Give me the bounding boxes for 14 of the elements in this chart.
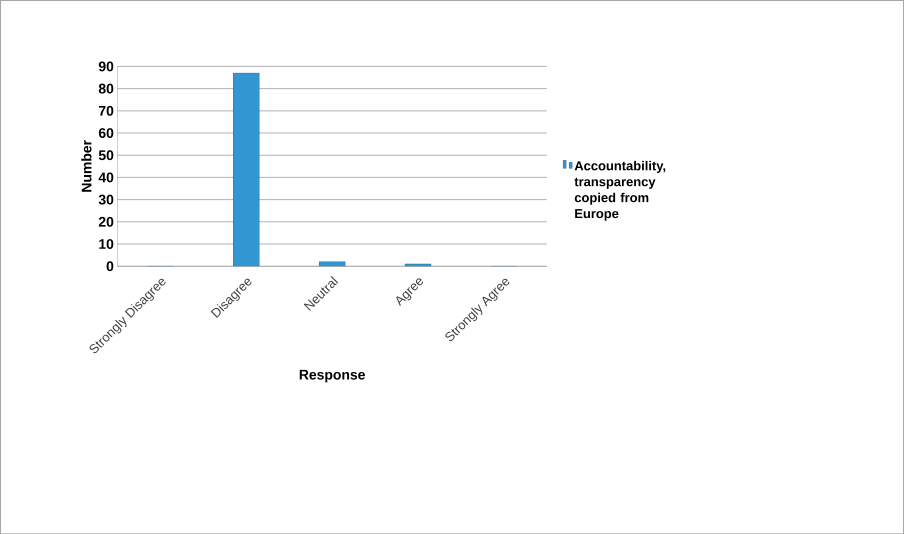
x-axis-title: Response	[300, 370, 365, 382]
legend-label: Accountability, transparency copied from Europe	[574, 160, 666, 221]
bar	[233, 72, 260, 266]
y-tick-label: 80	[98, 83, 114, 94]
y-tick-label: 90	[98, 61, 114, 72]
y-tick-label: 20	[98, 216, 114, 227]
y-tick-label: 0	[106, 261, 114, 271]
y-tick-label: 50	[98, 150, 114, 160]
y-axis-title: Number	[81, 140, 92, 192]
y-tick-label: 30	[98, 194, 114, 204]
y-tick-label: 40	[98, 172, 114, 182]
y-tick-label: 70	[98, 106, 114, 116]
y-tick-label: 60	[98, 128, 114, 138]
y-tick-label: 10	[99, 238, 114, 249]
